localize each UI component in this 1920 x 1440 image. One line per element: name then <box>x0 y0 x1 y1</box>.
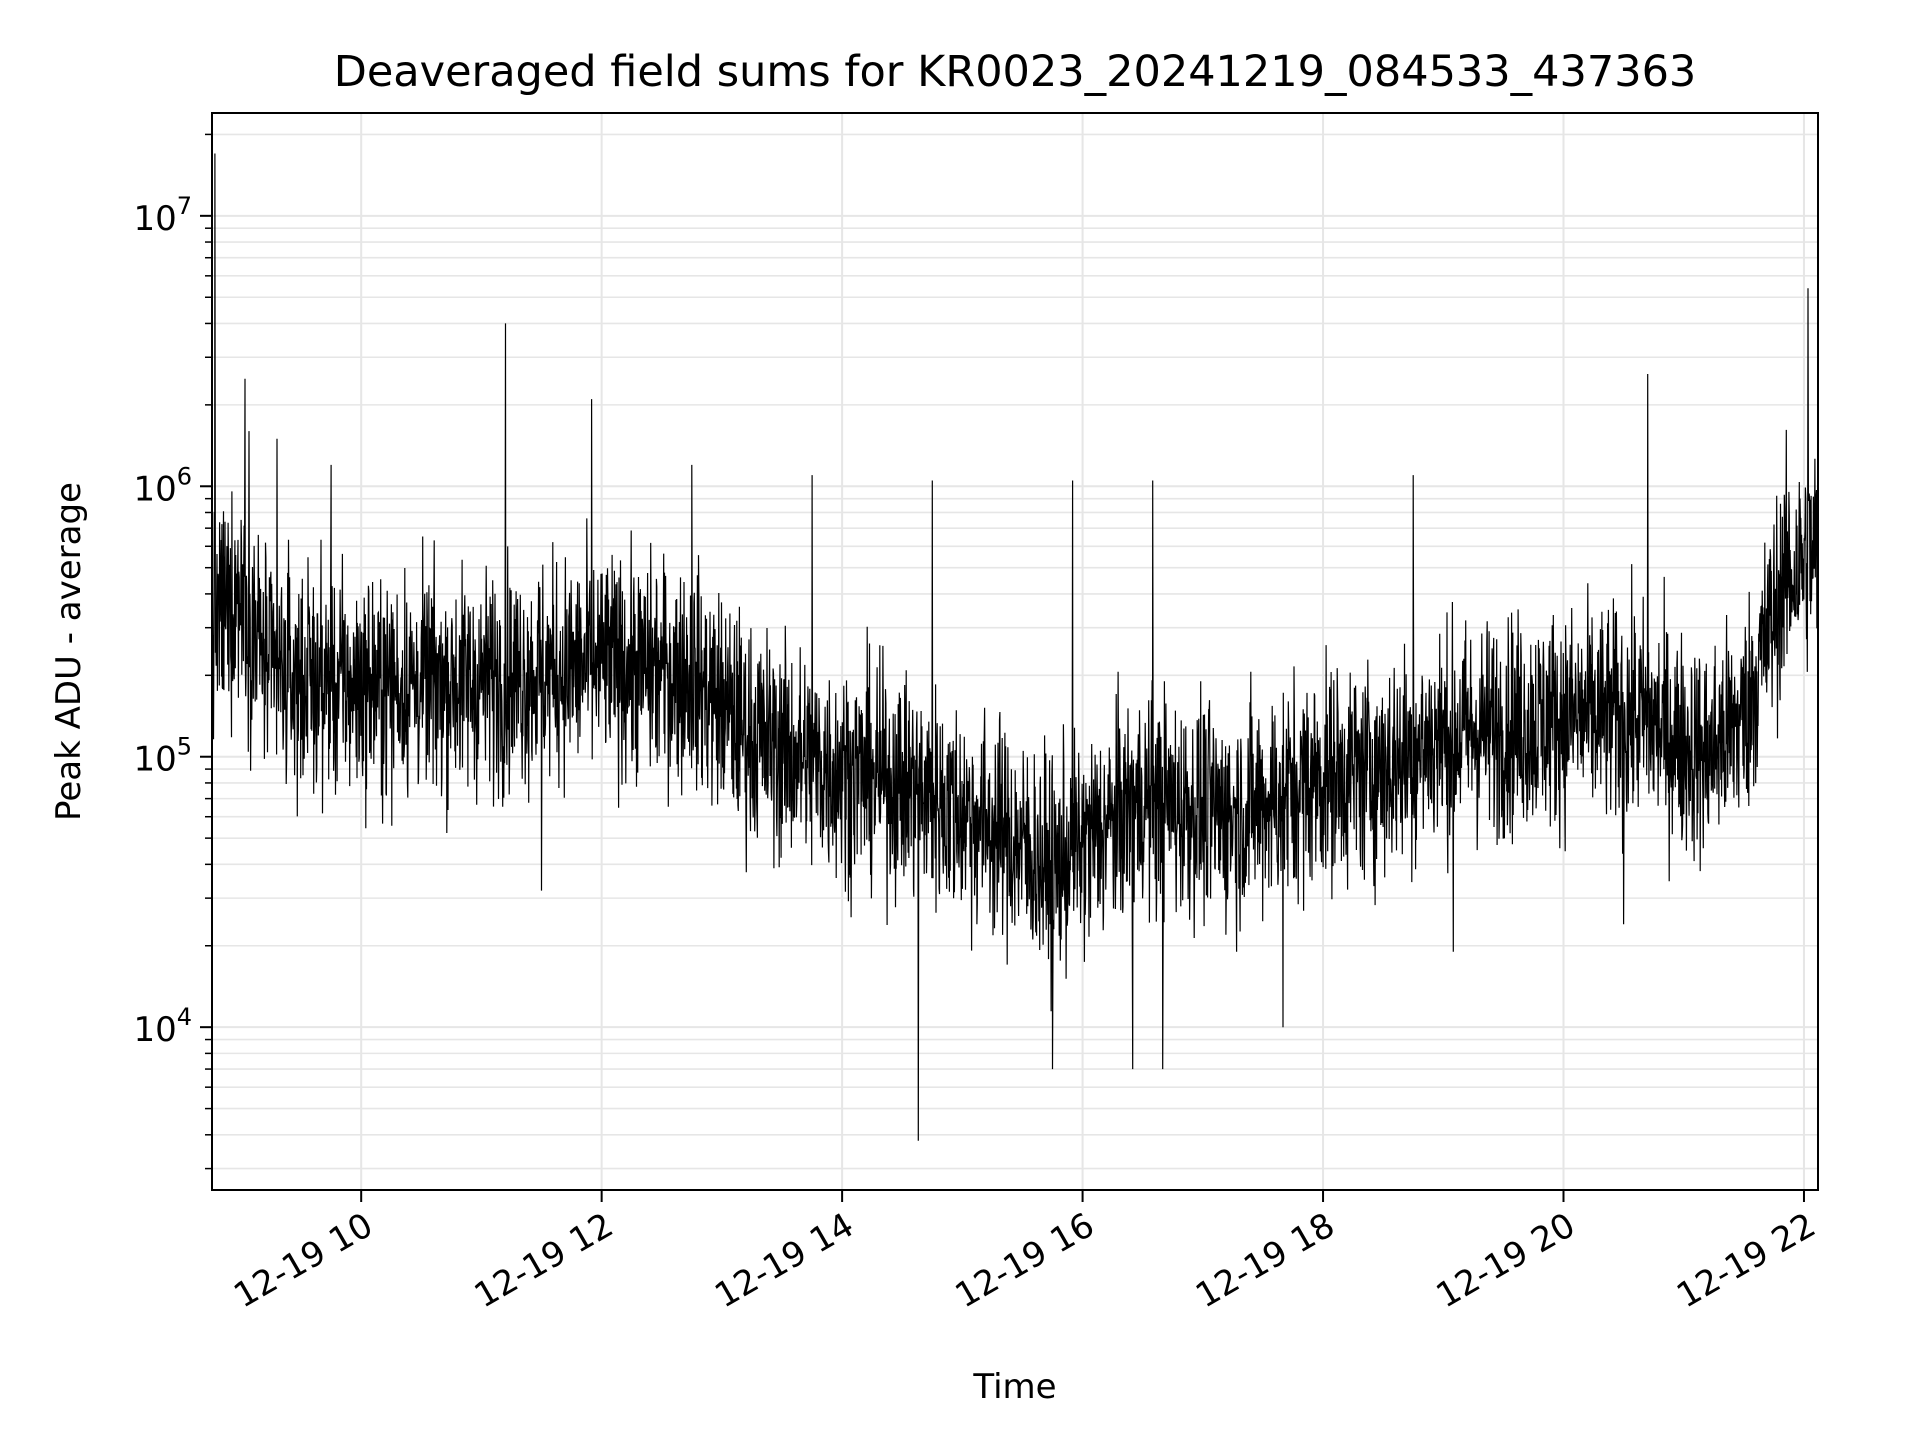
y-tick-label-exponent: 7 <box>177 192 192 220</box>
x-tick-label: 12-19 12 <box>468 1205 620 1316</box>
x-axis-label: Time <box>972 1367 1056 1407</box>
y-tick-label-exponent: 5 <box>177 733 192 761</box>
chart-title: Deaveraged field sums for KR0023_2024121… <box>334 47 1697 97</box>
y-axis-label: Peak ADU - average <box>49 482 89 821</box>
y-tick-label: 104 <box>133 1003 192 1050</box>
x-tick-label: 12-19 20 <box>1430 1205 1582 1316</box>
x-axis-ticks: 12-19 10 12-19 12 12-19 14 12-19 16 12-19 18… <box>227 1190 1822 1316</box>
series-line <box>211 153 1819 1141</box>
x-tick-label: 12-19 16 <box>949 1205 1101 1316</box>
series-path <box>211 153 1819 1141</box>
y-tick-label-base: 10 <box>133 1010 176 1050</box>
y-tick-label-exponent: 6 <box>177 462 192 490</box>
y-tick-label: 106 <box>133 462 192 509</box>
y-tick-label: 105 <box>133 733 192 780</box>
y-tick-label-base: 10 <box>133 740 176 780</box>
y-tick-label-exponent: 4 <box>177 1003 192 1031</box>
x-tick-label: 12-19 18 <box>1189 1205 1341 1316</box>
x-tick-label: 12-19 22 <box>1670 1205 1822 1316</box>
y-tick-label-base: 10 <box>133 199 176 239</box>
plot-area-frame <box>211 112 1819 1191</box>
y-tick-label: 107 <box>133 192 192 239</box>
x-tick-label: 12-19 10 <box>227 1205 379 1316</box>
x-tick-label: 12-19 14 <box>708 1205 860 1316</box>
y-tick-label-base: 10 <box>133 469 176 509</box>
